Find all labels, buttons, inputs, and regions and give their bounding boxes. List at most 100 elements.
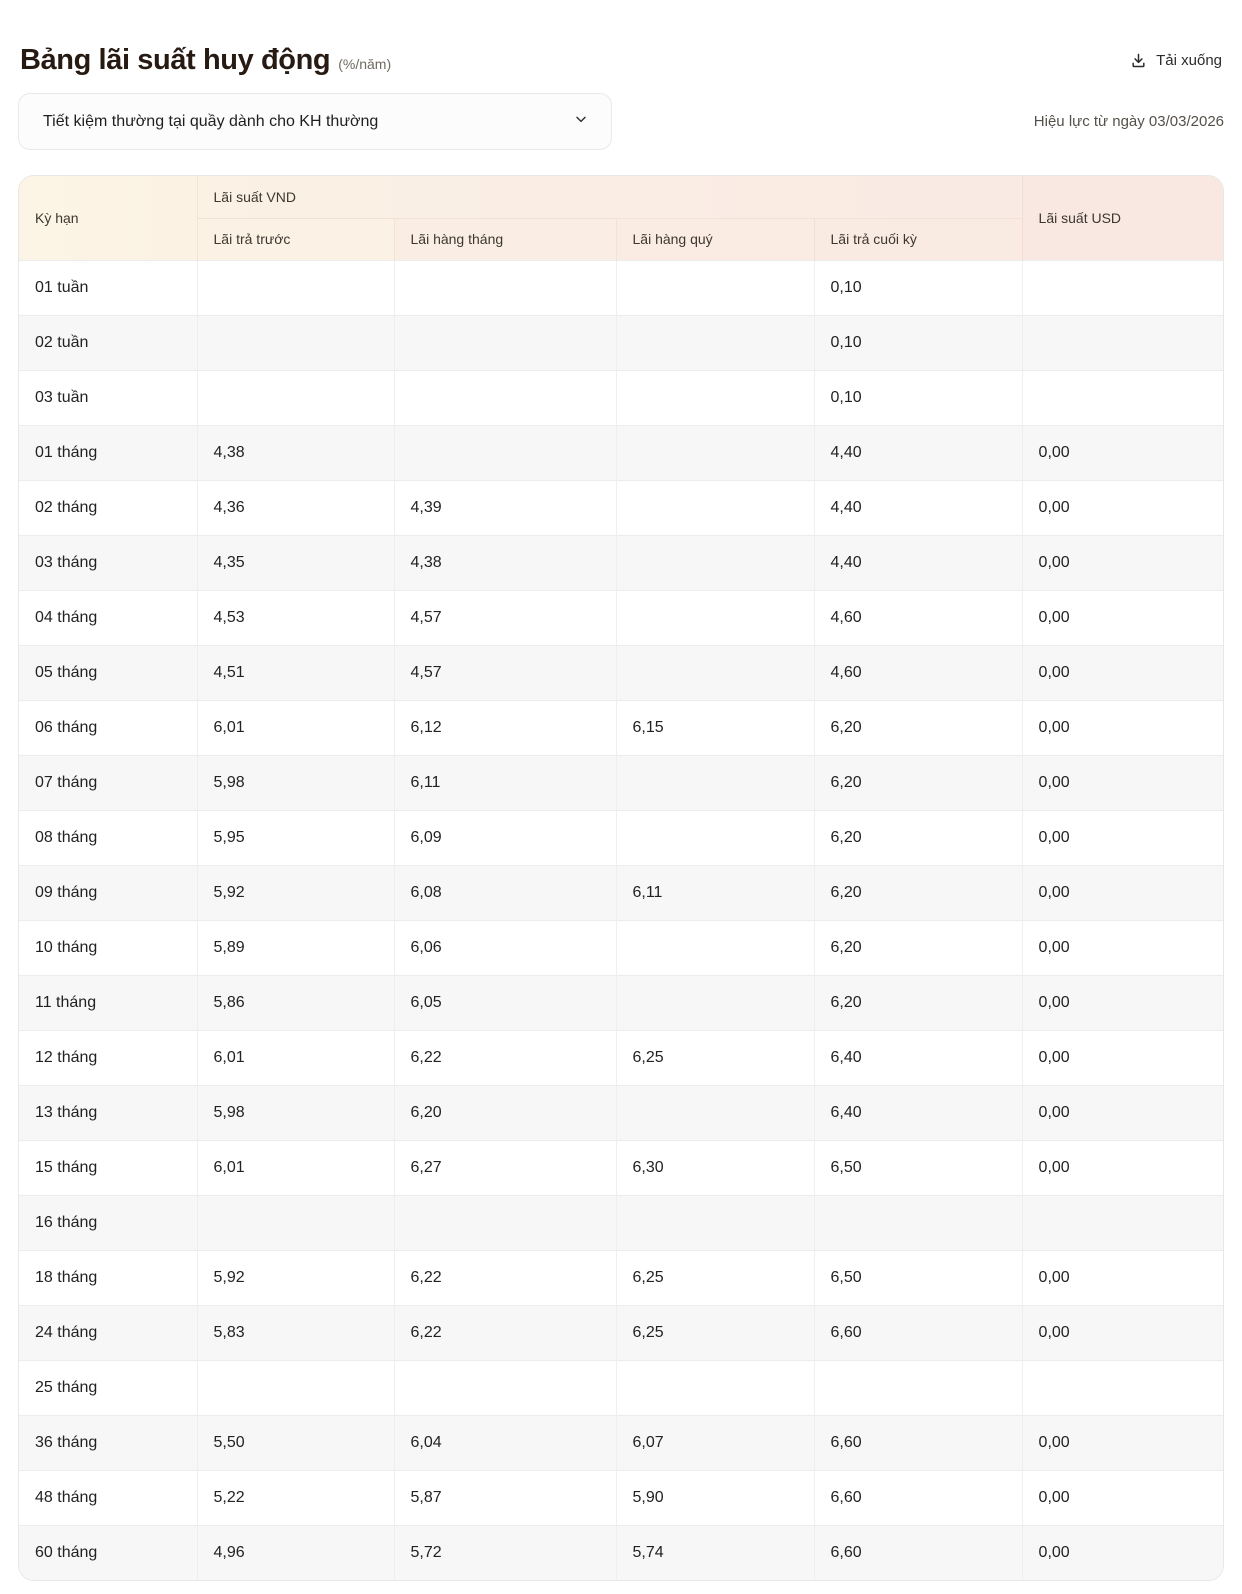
rate-cell-lai-hang-quy: 6,11 — [615, 864, 814, 920]
rate-cell-lai-hang-thang: 6,09 — [393, 809, 616, 865]
rate-cell-usd: 0,00 — [1021, 534, 1223, 590]
rate-cell-usd: 0,00 — [1021, 974, 1223, 1030]
rate-cell-lai-hang-quy — [615, 809, 814, 865]
rate-cell-lai-hang-quy — [615, 754, 814, 810]
rate-cell-usd — [1021, 369, 1223, 425]
term-cell: 48 tháng — [19, 1469, 197, 1525]
term-cell: 01 tháng — [19, 424, 197, 480]
rate-cell-lai-hang-quy — [615, 974, 814, 1030]
rate-cell-lai-hang-quy — [615, 589, 814, 645]
selector-row: Tiết kiệm thường tại quầy dành cho KH th… — [18, 93, 1224, 150]
rate-cell-lai-tra-cuoi-ky: 6,40 — [813, 1029, 1023, 1085]
rate-cell-lai-hang-thang: 4,57 — [393, 644, 616, 700]
table-row: 03 tuần 0,10 — [19, 369, 1223, 425]
rate-cell-usd: 0,00 — [1021, 1084, 1223, 1140]
rate-cell-lai-hang-quy — [615, 314, 814, 370]
rate-cell-lai-hang-quy — [615, 1194, 814, 1250]
rate-cell-lai-tra-truoc: 5,98 — [196, 754, 394, 810]
rate-cell-lai-hang-quy: 6,25 — [615, 1249, 814, 1305]
rate-cell-lai-hang-thang — [393, 1194, 616, 1250]
download-button[interactable]: Tải xuống — [1130, 52, 1222, 69]
table-row: 07 tháng 5,98 6,11 6,20 0,00 — [19, 754, 1223, 810]
rate-cell-lai-tra-cuoi-ky: 6,60 — [813, 1304, 1023, 1360]
rate-cell-lai-tra-truoc: 4,53 — [196, 589, 394, 645]
table-row: 60 tháng 4,96 5,72 5,74 6,60 0,00 — [19, 1524, 1223, 1580]
term-cell: 15 tháng — [19, 1139, 197, 1195]
rate-cell-lai-tra-truoc: 4,51 — [196, 644, 394, 700]
rate-cell-lai-hang-thang: 4,57 — [393, 589, 616, 645]
rate-cell-lai-tra-truoc: 4,38 — [196, 424, 394, 480]
term-cell: 05 tháng — [19, 644, 197, 700]
rate-cell-lai-tra-truoc: 5,95 — [196, 809, 394, 865]
rate-cell-usd: 0,00 — [1021, 479, 1223, 535]
rate-cell-lai-tra-truoc — [196, 259, 394, 315]
download-label: Tải xuống — [1156, 52, 1222, 69]
rate-cell-lai-hang-thang: 6,08 — [393, 864, 616, 920]
rate-cell-lai-tra-cuoi-ky: 6,50 — [813, 1249, 1023, 1305]
term-cell: 03 tuần — [19, 369, 197, 425]
rate-cell-lai-hang-quy — [615, 424, 814, 480]
term-cell: 13 tháng — [19, 1084, 197, 1140]
rate-cell-lai-hang-thang: 6,22 — [393, 1304, 616, 1360]
rate-cell-lai-tra-truoc: 5,83 — [196, 1304, 394, 1360]
rate-cell-lai-hang-thang — [393, 259, 616, 315]
product-dropdown[interactable]: Tiết kiệm thường tại quầy dành cho KH th… — [18, 93, 612, 150]
term-cell: 60 tháng — [19, 1524, 197, 1580]
rate-cell-lai-tra-cuoi-ky — [813, 1359, 1023, 1415]
rate-cell-usd: 0,00 — [1021, 589, 1223, 645]
page-title-unit: (%/năm) — [338, 56, 392, 72]
rate-cell-lai-tra-truoc — [196, 369, 394, 425]
rate-cell-lai-tra-truoc: 5,86 — [196, 974, 394, 1030]
rate-cell-lai-hang-quy — [615, 1359, 814, 1415]
rate-cell-lai-tra-truoc — [196, 1194, 394, 1250]
rate-cell-usd: 0,00 — [1021, 1469, 1223, 1525]
rate-cell-lai-tra-cuoi-ky: 6,60 — [813, 1469, 1023, 1525]
page-title-wrap: Bảng lãi suất huy động (%/năm) — [20, 44, 391, 77]
term-cell: 08 tháng — [19, 809, 197, 865]
rate-cell-lai-hang-thang — [393, 314, 616, 370]
rate-cell-lai-hang-thang: 4,38 — [393, 534, 616, 590]
header-vnd-group: Lãi suất VND — [197, 176, 1023, 219]
rate-cell-usd: 0,00 — [1021, 699, 1223, 755]
rate-cell-usd: 0,00 — [1021, 864, 1223, 920]
rate-cell-lai-tra-truoc: 5,98 — [196, 1084, 394, 1140]
table-row: 15 tháng 6,01 6,27 6,30 6,50 0,00 — [19, 1139, 1223, 1195]
rate-cell-usd: 0,00 — [1021, 1524, 1223, 1580]
rate-cell-lai-tra-cuoi-ky: 0,10 — [813, 314, 1023, 370]
rate-cell-usd — [1021, 314, 1223, 370]
term-cell: 02 tháng — [19, 479, 197, 535]
term-cell: 24 tháng — [19, 1304, 197, 1360]
table-row: 08 tháng 5,95 6,09 6,20 0,00 — [19, 809, 1223, 865]
rate-cell-lai-tra-cuoi-ky: 6,20 — [813, 699, 1023, 755]
rate-cell-lai-tra-cuoi-ky: 0,10 — [813, 369, 1023, 425]
rate-cell-lai-hang-quy: 5,74 — [615, 1524, 814, 1580]
rate-cell-lai-tra-cuoi-ky: 6,20 — [813, 974, 1023, 1030]
product-dropdown-value: Tiết kiệm thường tại quầy dành cho KH th… — [43, 112, 379, 130]
table-row: 12 tháng 6,01 6,22 6,25 6,40 0,00 — [19, 1029, 1223, 1085]
rate-cell-lai-tra-truoc: 6,01 — [196, 1029, 394, 1085]
table-row: 11 tháng 5,86 6,05 6,20 0,00 — [19, 974, 1223, 1030]
rate-cell-lai-tra-cuoi-ky: 4,40 — [813, 479, 1023, 535]
rate-cell-lai-hang-thang: 5,87 — [393, 1469, 616, 1525]
header-lai-tra-cuoi-ky: Lãi trả cuối kỳ — [813, 218, 1023, 260]
header-term: Kỳ hạn — [19, 176, 198, 260]
rate-cell-usd — [1021, 259, 1223, 315]
term-cell: 16 tháng — [19, 1194, 197, 1250]
rate-cell-lai-tra-cuoi-ky: 6,20 — [813, 919, 1023, 975]
table-row: 25 tháng — [19, 1359, 1223, 1415]
rate-cell-usd: 0,00 — [1021, 1139, 1223, 1195]
top-bar: Bảng lãi suất huy động (%/năm) Tải xuống — [18, 44, 1224, 77]
rate-cell-lai-hang-thang: 6,12 — [393, 699, 616, 755]
rate-cell-usd: 0,00 — [1021, 1029, 1223, 1085]
term-cell: 11 tháng — [19, 974, 197, 1030]
rate-cell-usd: 0,00 — [1021, 754, 1223, 810]
rate-cell-lai-tra-cuoi-ky: 4,60 — [813, 589, 1023, 645]
term-cell: 36 tháng — [19, 1414, 197, 1470]
download-icon — [1130, 52, 1147, 69]
term-cell: 07 tháng — [19, 754, 197, 810]
table-row: 05 tháng 4,51 4,57 4,60 0,00 — [19, 644, 1223, 700]
rate-cell-lai-tra-truoc: 4,35 — [196, 534, 394, 590]
rate-cell-lai-tra-cuoi-ky: 6,60 — [813, 1524, 1023, 1580]
table-row: 04 tháng 4,53 4,57 4,60 0,00 — [19, 589, 1223, 645]
